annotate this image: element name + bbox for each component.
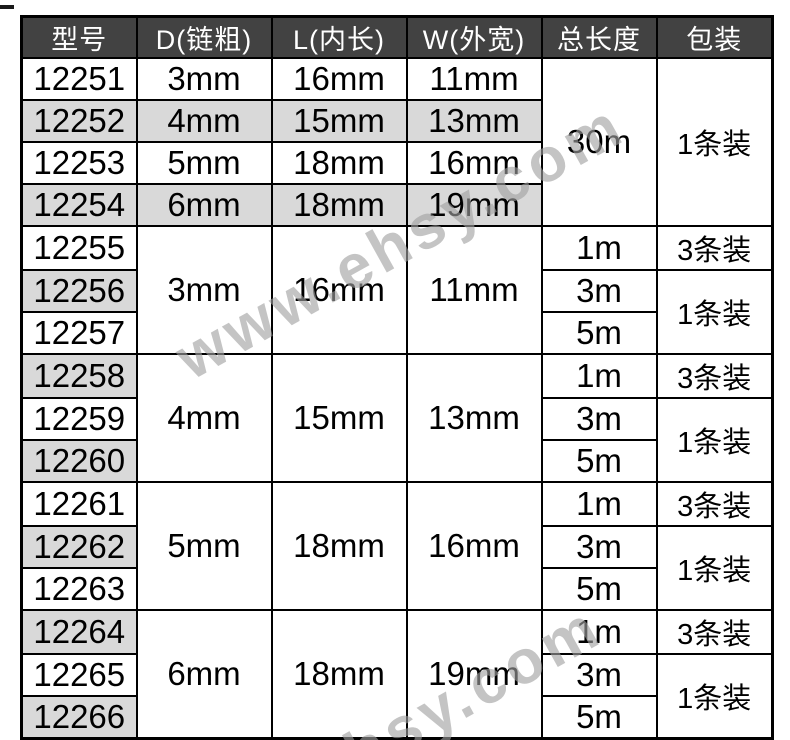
header-row: 型号 D(链粗) L(内长) W(外宽) 总长度 包装 <box>20 15 774 59</box>
table-row: 12264 6mm 18mm 19mm 1m 3条装 <box>20 609 774 739</box>
table-cell: 1m <box>540 609 658 655</box>
table-cell: 12252 <box>20 99 138 143</box>
table-cell: 3m <box>540 269 658 313</box>
table-row: 12261 5mm 18mm 16mm 1m 3条装 <box>20 481 774 611</box>
table-cell: 3条装 <box>655 353 774 399</box>
table-cell: 12261 <box>20 481 138 527</box>
table-cell: 15mm <box>270 353 408 483</box>
table-cell: 12263 <box>20 567 138 611</box>
table-cell: 12253 <box>20 141 138 185</box>
table-cell: 3条装 <box>655 225 774 271</box>
table-cell: 3条装 <box>655 481 774 527</box>
product-spec-table: 型号 D(链粗) L(内长) W(外宽) 总长度 包装 12251 3mm 16mm 11mm 3… <box>20 15 774 740</box>
table-cell: 1m <box>540 481 658 527</box>
table-cell: 3m <box>540 653 658 697</box>
table-body: 12251 3mm 16mm 11mm 30m 1条装 12252 4mm 15mm 13mm 12… <box>20 57 774 739</box>
column-header-0: 型号 <box>20 15 138 59</box>
table-cell: 18mm <box>270 481 408 611</box>
table-cell: 12264 <box>20 609 138 655</box>
table-cell: 6mm <box>135 183 273 227</box>
table-row: 12252 4mm 15mm 13mm <box>20 99 773 143</box>
table-cell: 15mm <box>270 99 408 143</box>
table-cell: 5m <box>540 695 658 739</box>
table-cell: 4mm <box>135 353 273 483</box>
table-cell: 11mm <box>405 57 543 101</box>
table-cell: 1条装 <box>655 525 774 611</box>
table-cell: 12266 <box>20 695 138 739</box>
table-cell: 12255 <box>20 225 138 271</box>
column-header-3: W(外宽) <box>405 15 543 59</box>
table-row: 12262 3m 1条装 <box>20 525 774 611</box>
table-cell: 19mm <box>405 183 543 227</box>
table-cell: 18mm <box>270 141 408 185</box>
table-cell: 18mm <box>270 609 408 739</box>
table-row: 12255 3mm 16mm 11mm 1m 3条装 <box>20 225 774 355</box>
table-cell: 3m <box>540 397 658 441</box>
table-cell: 16mm <box>405 141 543 185</box>
table-cell: 11mm <box>405 225 543 355</box>
table-cell: 1条装 <box>655 269 774 355</box>
table-cell: 12265 <box>20 653 138 697</box>
table-row: 12263 5m <box>20 567 773 611</box>
column-header-4: 总长度 <box>540 15 658 59</box>
table-cell: 18mm <box>270 183 408 227</box>
table-cell: 12259 <box>20 397 138 441</box>
table-cell: 30m <box>540 57 658 227</box>
table-cell: 12251 <box>20 57 138 101</box>
table-cell: 12262 <box>20 525 138 569</box>
table-cell: 5m <box>540 311 658 355</box>
table-row: 12257 5m <box>20 311 773 355</box>
table-cell: 6mm <box>135 609 273 739</box>
table-row: 12251 3mm 16mm 11mm 30m 1条装 <box>20 57 774 227</box>
table-row: 12259 3m 1条装 <box>20 397 774 483</box>
table-cell: 3条装 <box>655 609 774 655</box>
table-row: 12253 5mm 18mm 16mm <box>20 141 773 185</box>
table-cell: 1条装 <box>655 653 774 739</box>
table-cell: 12254 <box>20 183 138 227</box>
table-row: 12260 5m <box>20 439 773 483</box>
table-cell: 5m <box>540 439 658 483</box>
table-cell: 13mm <box>405 99 543 143</box>
table-cell: 12260 <box>20 439 138 483</box>
table-cell: 1m <box>540 225 658 271</box>
table-cell: 5mm <box>135 141 273 185</box>
table-cell: 16mm <box>270 225 408 355</box>
table-cell: 13mm <box>405 353 543 483</box>
table-row: 12254 6mm 18mm 19mm <box>20 183 773 227</box>
table-cell: 1条装 <box>655 397 774 483</box>
column-header-1: D(链粗) <box>135 15 273 59</box>
column-header-2: L(内长) <box>270 15 408 59</box>
table-cell: 12257 <box>20 311 138 355</box>
table-cell: 16mm <box>405 481 543 611</box>
table-cell: 16mm <box>270 57 408 101</box>
table-cell: 12256 <box>20 269 138 313</box>
table-row: 12265 3m 1条装 <box>20 653 774 739</box>
table-cell: 3mm <box>135 225 273 355</box>
table-cell: 3m <box>540 525 658 569</box>
table-row: 12256 3m 1条装 <box>20 269 774 355</box>
table-cell: 19mm <box>405 609 543 739</box>
crop-artifact-mark <box>0 5 14 9</box>
table-cell: 5m <box>540 567 658 611</box>
table-header: 型号 D(链粗) L(内长) W(外宽) 总长度 包装 <box>20 15 774 59</box>
table-row: 12266 5m <box>20 695 773 739</box>
column-header-5: 包装 <box>655 15 774 59</box>
table-cell: 4mm <box>135 99 273 143</box>
table-cell: 1条装 <box>655 57 774 227</box>
spec-table-container: 型号 D(链粗) L(内长) W(外宽) 总长度 包装 12251 3mm 16mm 11mm 3… <box>20 15 774 740</box>
table-cell: 5mm <box>135 481 273 611</box>
table-cell: 3mm <box>135 57 273 101</box>
table-cell: 12258 <box>20 353 138 399</box>
table-row: 12258 4mm 15mm 13mm 1m 3条装 <box>20 353 774 483</box>
table-cell: 1m <box>540 353 658 399</box>
